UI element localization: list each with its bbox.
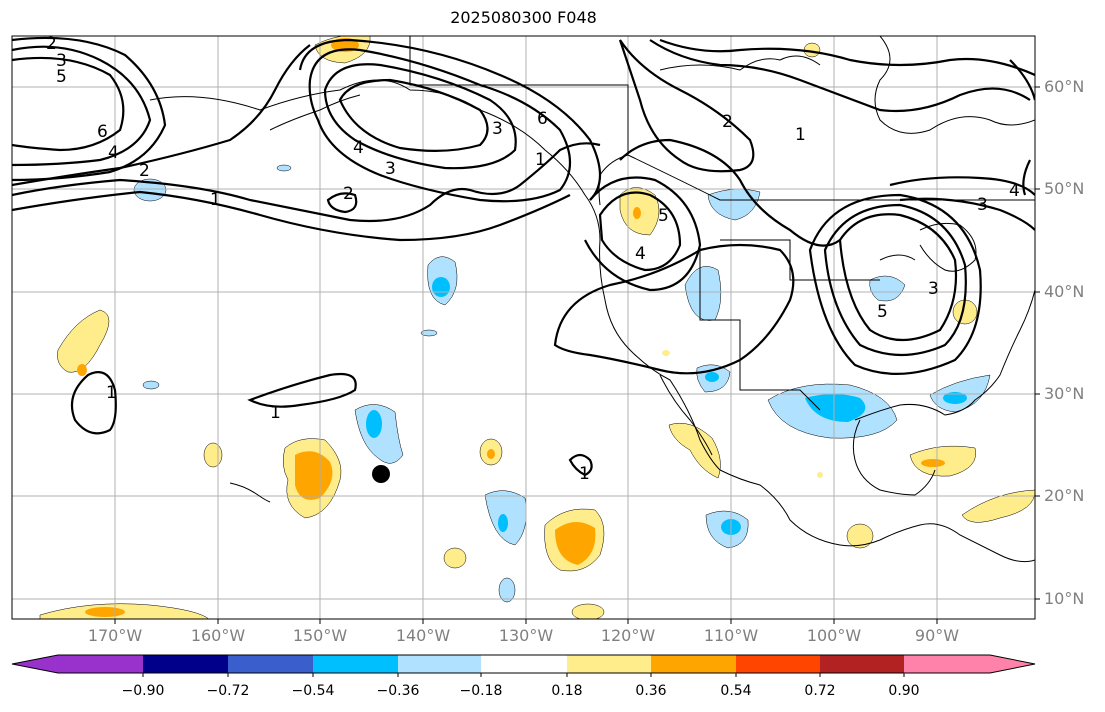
contour-label: 3 xyxy=(56,51,67,71)
lat-label-50n: 50°N xyxy=(1044,179,1085,198)
lat-label-20n: 20°N xyxy=(1044,486,1085,505)
colorbar-segment xyxy=(228,655,313,673)
map-title: 2025080300 F048 xyxy=(450,8,597,27)
location-marker-dot xyxy=(372,465,390,483)
lon-label-150w: 150°W xyxy=(292,626,348,645)
lon-label-120w: 120°W xyxy=(600,626,656,645)
colorbar-tick-label: 0.72 xyxy=(804,683,836,699)
contour-label-group: 2 3 5 6 4 2 1 4 3 2 6 2 1 5 4 3 4 3 5 1 … xyxy=(46,34,1020,484)
colorbar-segment xyxy=(820,655,904,673)
contour-label: 2 xyxy=(343,184,354,204)
contour-label: 1 xyxy=(579,464,590,484)
contour-label: 5 xyxy=(877,302,888,322)
contour-label: 2 xyxy=(46,34,57,54)
contour-label: 2 xyxy=(139,161,150,181)
axis-ticks xyxy=(114,86,1040,624)
colorbar-segment xyxy=(143,655,228,673)
lon-label-130w: 130°W xyxy=(498,626,554,645)
colorbar-outline xyxy=(11,654,1036,674)
colorbar-tick-label: −0.54 xyxy=(291,683,335,699)
contour-label: 1 xyxy=(270,403,281,423)
colorbar-segment xyxy=(904,655,990,673)
contour-label: 3 xyxy=(492,119,503,139)
lon-label-170w: 170°W xyxy=(87,626,143,645)
colorbar-tick-label: 0.18 xyxy=(551,683,583,699)
contour-label: 1 xyxy=(795,125,806,145)
colorbar-segment xyxy=(481,655,567,673)
contour-label: 6 xyxy=(537,109,548,129)
contour-label: 3 xyxy=(928,279,939,299)
colorbar-segment xyxy=(567,655,651,673)
colorbar-segment xyxy=(12,655,58,673)
map-frame xyxy=(11,35,1036,620)
colorbar-tick-label: 0.54 xyxy=(720,683,752,699)
lon-label-140w: 140°W xyxy=(395,626,451,645)
colorbar-tick-label: 0.36 xyxy=(635,683,667,699)
contour-label: 4 xyxy=(353,138,364,158)
colorbar-segment xyxy=(398,655,481,673)
contour-label: 4 xyxy=(108,143,119,163)
lat-label-30n: 30°N xyxy=(1044,384,1085,403)
colorbar-tick-label: −0.72 xyxy=(206,683,250,699)
lat-label-10n: 10°N xyxy=(1044,589,1085,608)
lon-label-110w: 110°W xyxy=(703,626,759,645)
lat-label-60n: 60°N xyxy=(1044,77,1085,96)
contour-label: 2 xyxy=(722,112,733,132)
colorbar xyxy=(11,654,1036,677)
contour-lines xyxy=(12,36,1035,477)
colorbar-tick-label: 0.90 xyxy=(888,683,920,699)
colorbar-segment xyxy=(990,655,1035,673)
contour-label: 5 xyxy=(658,206,669,226)
contour-label: 3 xyxy=(385,159,396,179)
contour-label: 4 xyxy=(635,244,646,264)
lon-label-160w: 160°W xyxy=(190,626,246,645)
colorbar-tick-label: −0.36 xyxy=(376,683,420,699)
lat-label-40n: 40°N xyxy=(1044,282,1085,301)
colorbar-tick-label: −0.18 xyxy=(459,683,503,699)
colorbar-tick-label: −0.90 xyxy=(121,683,165,699)
colorbar-segment xyxy=(736,655,820,673)
contour-label: 4 xyxy=(1009,181,1020,201)
contour-label: 6 xyxy=(97,122,108,142)
contour-label: 3 xyxy=(977,195,988,215)
coastlines xyxy=(149,36,1035,563)
lon-label-90w: 90°W xyxy=(914,626,960,645)
contour-label: 5 xyxy=(56,67,67,87)
contour-label: 1 xyxy=(535,150,546,170)
colorbar-segment xyxy=(313,655,398,673)
contour-label: 1 xyxy=(106,383,117,403)
colorbar-segment xyxy=(651,655,736,673)
contour-label: 1 xyxy=(210,190,221,210)
lon-label-100w: 100°W xyxy=(806,626,862,645)
colorbar-segment xyxy=(58,655,143,673)
